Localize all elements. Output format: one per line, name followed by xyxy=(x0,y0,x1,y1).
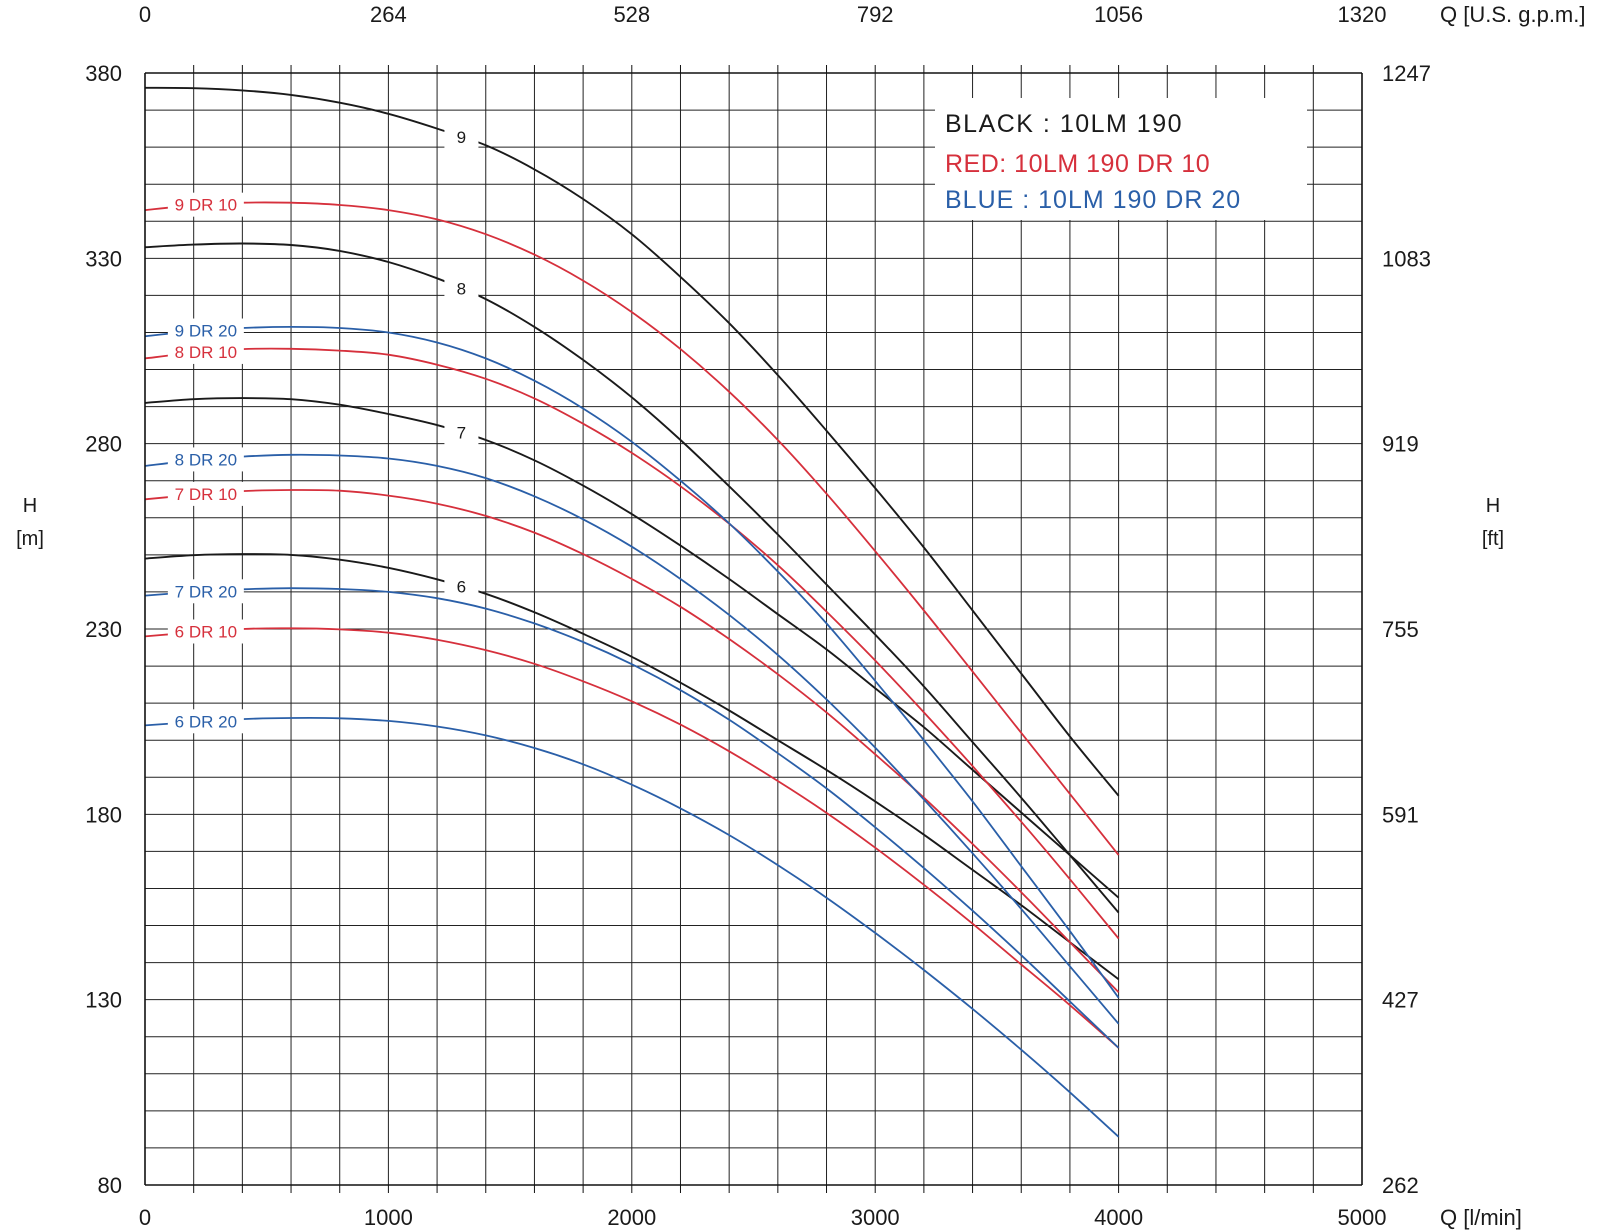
curve-label-8-dr-20: 8 DR 20 xyxy=(175,450,237,469)
y-left-axis-label: H xyxy=(23,495,37,517)
x-bottom-tick-label: 2000 xyxy=(607,1205,656,1230)
y-right-axis-unit: [ft] xyxy=(1482,528,1504,550)
curve-8-dr-20 xyxy=(144,453,1120,1025)
x-bottom-tick-label: 3000 xyxy=(851,1205,900,1230)
y-right-axis-label: H xyxy=(1486,495,1500,517)
curve-label-9-dr-20: 9 DR 20 xyxy=(175,322,237,341)
curve-label-bg-8-dr-10 xyxy=(167,339,244,364)
x-top-tick-label: 0 xyxy=(139,2,151,27)
y-right-tick-label: 427 xyxy=(1382,988,1419,1013)
curve-label-bg-7 xyxy=(444,420,479,445)
x-bottom-tick-label: 5000 xyxy=(1338,1205,1387,1230)
curve-label-bg-7-dr-20 xyxy=(167,579,244,604)
y-left-tick-label: 280 xyxy=(85,432,122,457)
curve-label-bg-9-dr-10 xyxy=(167,192,244,217)
y-right-tick-label: 919 xyxy=(1382,432,1419,457)
x-bottom-tick-label: 4000 xyxy=(1094,1205,1143,1230)
legend-entry-blue: BLUE : 10LM 190 DR 20 xyxy=(945,186,1241,214)
curve-label-bg-8-dr-20 xyxy=(167,447,244,472)
x-bottom-axis-unit: Q [l/min] xyxy=(1440,1205,1522,1230)
x-bottom-tick-label: 0 xyxy=(139,1205,151,1230)
curve-label-6-dr-10: 6 DR 10 xyxy=(175,623,237,642)
legend-entry-red: RED: 10LM 190 DR 10 xyxy=(945,150,1210,178)
plot-frame xyxy=(144,65,1363,1193)
curve-label-bg-9 xyxy=(444,124,479,149)
curve-7 xyxy=(144,397,1120,899)
x-top-tick-label: 528 xyxy=(613,2,650,27)
curve-6-dr-20 xyxy=(144,716,1120,1138)
curve-label-bg-6-dr-10 xyxy=(167,619,244,644)
legend-entry-black: BLACK : 10LM 190 xyxy=(945,110,1183,138)
curve-label-bg-8 xyxy=(444,276,479,301)
curve-9-dr-10 xyxy=(144,201,1120,856)
curve-9-dr-20 xyxy=(144,325,1120,999)
curve-labels: 9 8 7 6 9 DR 10 8 DR 10 7 DR 10 6 DR 10 9 DR 20 8… xyxy=(167,124,479,734)
y-right-tick-label: 755 xyxy=(1382,617,1419,642)
curve-label-bg-7-dr-10 xyxy=(167,481,244,506)
y-left-axis-unit: [m] xyxy=(16,528,44,550)
y-left-tick-label: 380 xyxy=(85,61,122,86)
y-left-tick-label: 180 xyxy=(85,802,122,827)
curve-label-bg-9-dr-20 xyxy=(167,318,244,343)
y-right-tick-label: 591 xyxy=(1382,802,1419,827)
y-right-tick-label: 1247 xyxy=(1382,61,1431,86)
curve-label-9-dr-10: 9 DR 10 xyxy=(175,196,237,215)
x-top-tick-label: 1056 xyxy=(1094,2,1143,27)
curve-6-dr-10 xyxy=(144,627,1120,1049)
curve-7-dr-10 xyxy=(144,489,1120,993)
curve-label-7: 7 xyxy=(457,424,466,443)
curve-label-6-dr-20: 6 DR 20 xyxy=(175,712,237,731)
x-top-tick-label: 792 xyxy=(857,2,894,27)
x-bottom-tick-label: 1000 xyxy=(364,1205,413,1230)
y-left-tick-label: 130 xyxy=(85,988,122,1013)
y-left-tick-label: 330 xyxy=(85,246,122,271)
curve-9 xyxy=(144,86,1120,797)
y-left-tick-label: 80 xyxy=(98,1173,122,1198)
curve-label-7-dr-10: 7 DR 10 xyxy=(175,485,237,504)
curve-7-dr-20 xyxy=(144,587,1120,1049)
legend: BLACK : 10LM 190 RED: 10LM 190 DR 10 BLU… xyxy=(935,98,1307,220)
x-top-axis-unit: Q [U.S. g.p.m.] xyxy=(1440,2,1585,27)
axes: Q [U.S. g.p.m.] Q [l/min] H [m] H [ft] 0… xyxy=(16,2,1585,1230)
grid xyxy=(145,73,1362,1185)
curves xyxy=(144,86,1120,1138)
curve-label-8-dr-10: 8 DR 10 xyxy=(175,343,237,362)
curve-label-6: 6 xyxy=(457,578,466,597)
curve-label-8: 8 xyxy=(457,280,466,299)
curve-6 xyxy=(144,553,1120,981)
curve-label-7-dr-20: 7 DR 20 xyxy=(175,582,237,601)
y-left-tick-label: 230 xyxy=(85,617,122,642)
curve-8 xyxy=(144,242,1120,914)
curve-8-dr-10 xyxy=(144,347,1120,940)
curve-label-bg-6 xyxy=(444,574,479,599)
curve-label-9: 9 xyxy=(457,128,466,147)
x-top-tick-label: 264 xyxy=(370,2,407,27)
y-right-tick-label: 262 xyxy=(1382,1173,1419,1198)
curve-label-bg-6-dr-20 xyxy=(167,709,244,734)
y-right-tick-label: 1083 xyxy=(1382,246,1431,271)
legend-box xyxy=(935,98,1307,220)
x-top-tick-label: 1320 xyxy=(1338,2,1387,27)
